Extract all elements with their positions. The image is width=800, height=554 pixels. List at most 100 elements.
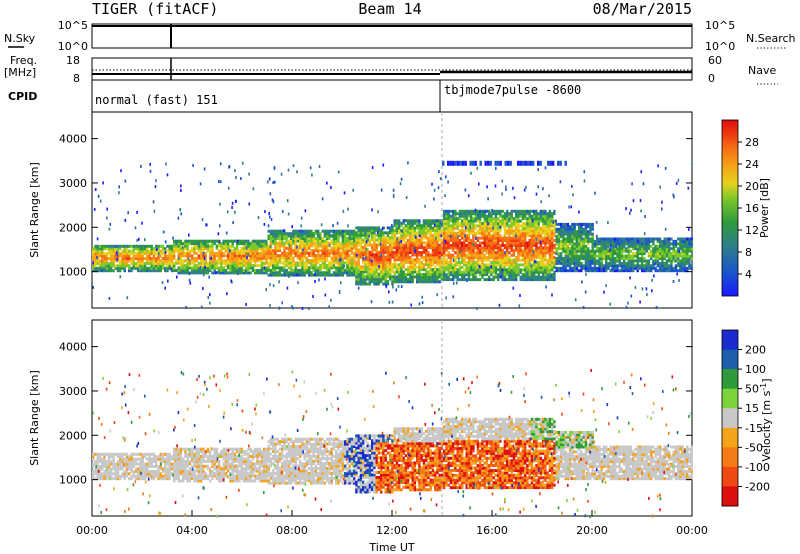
power-echo-cell [589,261,592,265]
power-echo-cell [344,239,347,243]
power-echo-cell [472,229,475,233]
power-echo-cell [609,242,612,246]
power-echo-cell [683,261,687,265]
power-echo-cell [524,236,527,240]
power-echo-cell [411,219,414,223]
power-echo-cell [438,238,441,242]
power-echo-cell [260,259,264,263]
power-echo-cell [528,243,531,247]
power-echo-cell [335,229,338,233]
power-echo-cell [573,227,576,231]
power-echo-speck [498,303,501,307]
power-echo-cell [335,251,338,255]
power-far-echo [494,160,497,166]
power-echo-cell [598,237,601,241]
power-echo-cell [506,217,509,221]
power-echo-cell [278,273,282,277]
power-echo-cell [650,266,653,270]
power-echo-cell [519,253,522,257]
power-echo-cell [96,261,99,265]
power-echo-cell [380,228,383,232]
power-echo-cell [544,246,547,250]
power-echo-cell [188,242,192,246]
power-echo-speck [292,164,295,168]
power-echo-cell [530,239,534,242]
power-echo-cell [479,214,482,218]
power-echo-cell [202,266,205,270]
power-echo-speck [164,240,167,244]
power-echo-cell [227,242,230,246]
power-echo-cell [222,251,225,255]
power-echo-cell [629,254,633,258]
power-echo-cell [384,272,387,276]
power-echo-speck [189,281,192,285]
power-echo-cell [508,217,511,221]
power-echo-cell [479,273,482,277]
power-echo-cell [548,224,552,228]
power-echo-speck [438,170,440,173]
power-echo-cell [346,273,349,277]
power-echo-cell [560,227,563,231]
power-echo-cell [672,259,675,263]
power-echo-cell [481,224,484,228]
power-echo-cell [443,265,446,269]
power-echo-cell [488,229,491,233]
power-echo-cell [499,265,502,269]
power-echo-cell [386,231,390,235]
power-echo-speck [424,204,426,208]
power-echo-cell [546,265,549,269]
power-echo-cell [551,251,554,255]
power-echo-cell [515,278,518,282]
power-echo-cell [337,244,340,248]
power-echo-cell [292,229,295,233]
power-echo-speck [136,238,138,242]
power-echo-cell [353,244,356,248]
power-echo-cell [533,222,536,225]
power-echo-speck [611,267,613,271]
power-echo-cell [627,269,630,273]
power-echo-cell [398,248,401,252]
power-echo-cell [337,234,340,238]
power-echo-cell [317,229,320,233]
power-echo-cell [317,241,320,245]
power-echo-cell [515,226,518,230]
power-echo-cell [449,268,453,272]
power-echo-cell [425,221,428,225]
power-echo-cell [272,234,275,238]
power-echo-cell [245,261,248,265]
power-echo-speck [116,258,118,262]
power-echo-cell [321,229,324,233]
power-echo-speck [248,202,251,206]
power-echo-cell [524,261,527,264]
power-echo-cell [350,229,354,233]
power-far-echo [507,160,510,166]
power-echo-cell [607,247,610,251]
power-echo-speck [478,182,480,186]
power-echo-cell [389,277,392,281]
power-echo-speck [300,224,303,228]
power-echo-cell [209,244,212,248]
power-echo-cell [564,244,567,248]
power-echo-cell [227,244,230,248]
power-echo-cell [539,265,543,269]
power-echo-cell [645,269,648,273]
power-echo-speck [501,179,504,183]
power-echo-cell [141,261,144,265]
power-echo-cell [461,270,464,274]
power-echo-cell [616,237,619,241]
power-echo-cell [456,251,459,255]
power-echo-speck [627,301,629,305]
power-echo-cell [445,248,448,252]
power-echo-cell [672,244,675,248]
power-echo-cell [503,261,507,264]
power-echo-cell [530,224,534,228]
power-echo-cell [461,261,464,264]
power-echo-cell [209,264,212,268]
power-echo-speck [537,185,539,189]
power-echo-cell [557,254,561,258]
power-echo-cell [251,259,255,263]
power-echo-cell [659,266,662,270]
power-echo-cell [544,234,547,238]
power-echo-cell [492,270,495,274]
power-echo-cell [497,253,500,257]
